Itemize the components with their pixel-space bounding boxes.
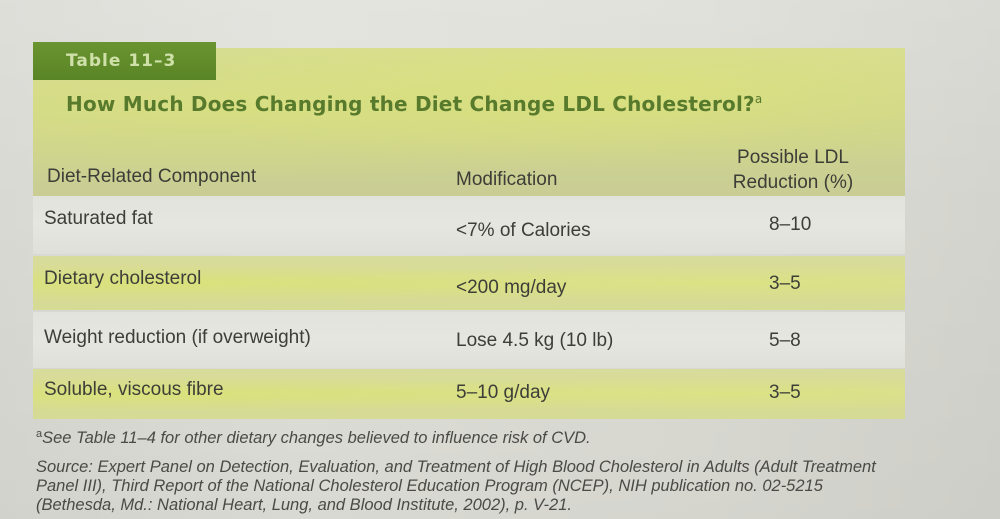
cell-component: Weight reduction (if overweight) [44,327,311,348]
column-header-ldl-reduction-line1: Possible LDL [737,147,849,168]
footnote-text: See Table 11–4 for other dietary changes… [42,429,591,447]
cell-component: Dietary cholesterol [44,268,202,289]
footnote-marker: a [36,428,43,440]
cell-component: Saturated fat [44,208,153,229]
cell-reduction: 3–5 [769,382,801,403]
cell-modification: 5–10 g/day [456,382,551,403]
footnote: aSee Table 11–4 for other dietary change… [36,428,591,448]
cell-reduction: 5–8 [769,330,801,351]
column-header-ldl-reduction: Possible LDL Reduction (%) [723,145,863,195]
cell-modification: <7% of Calories [456,220,591,241]
table-row: Soluble, viscous fibre 5–10 g/day 3–5 [33,369,905,419]
column-header-component: Diet-Related Component [47,166,257,187]
table-number-label: Table 11–3 [33,42,216,80]
table-row: Saturated fat <7% of Calories 8–10 [33,196,905,254]
source-citation: Source: Expert Panel on Detection, Evalu… [36,458,876,514]
cell-modification: <200 mg/day [456,277,567,298]
table-row: Weight reduction (if overweight) Lose 4.… [33,312,905,368]
cell-reduction: 8–10 [769,214,812,235]
cell-reduction: 3–5 [769,273,801,294]
title-footnote-marker: a [754,92,763,106]
table-title-text: How Much Does Changing the Diet Change L… [66,92,755,116]
column-header-modification: Modification [456,169,558,190]
cell-component: Soluble, viscous fibre [44,379,224,400]
table-row: Dietary cholesterol <200 mg/day 3–5 [33,256,905,310]
cell-modification: Lose 4.5 kg (10 lb) [456,330,614,351]
column-header-ldl-reduction-line2: Reduction (%) [732,172,854,193]
table-title: How Much Does Changing the Diet Change L… [66,92,762,116]
